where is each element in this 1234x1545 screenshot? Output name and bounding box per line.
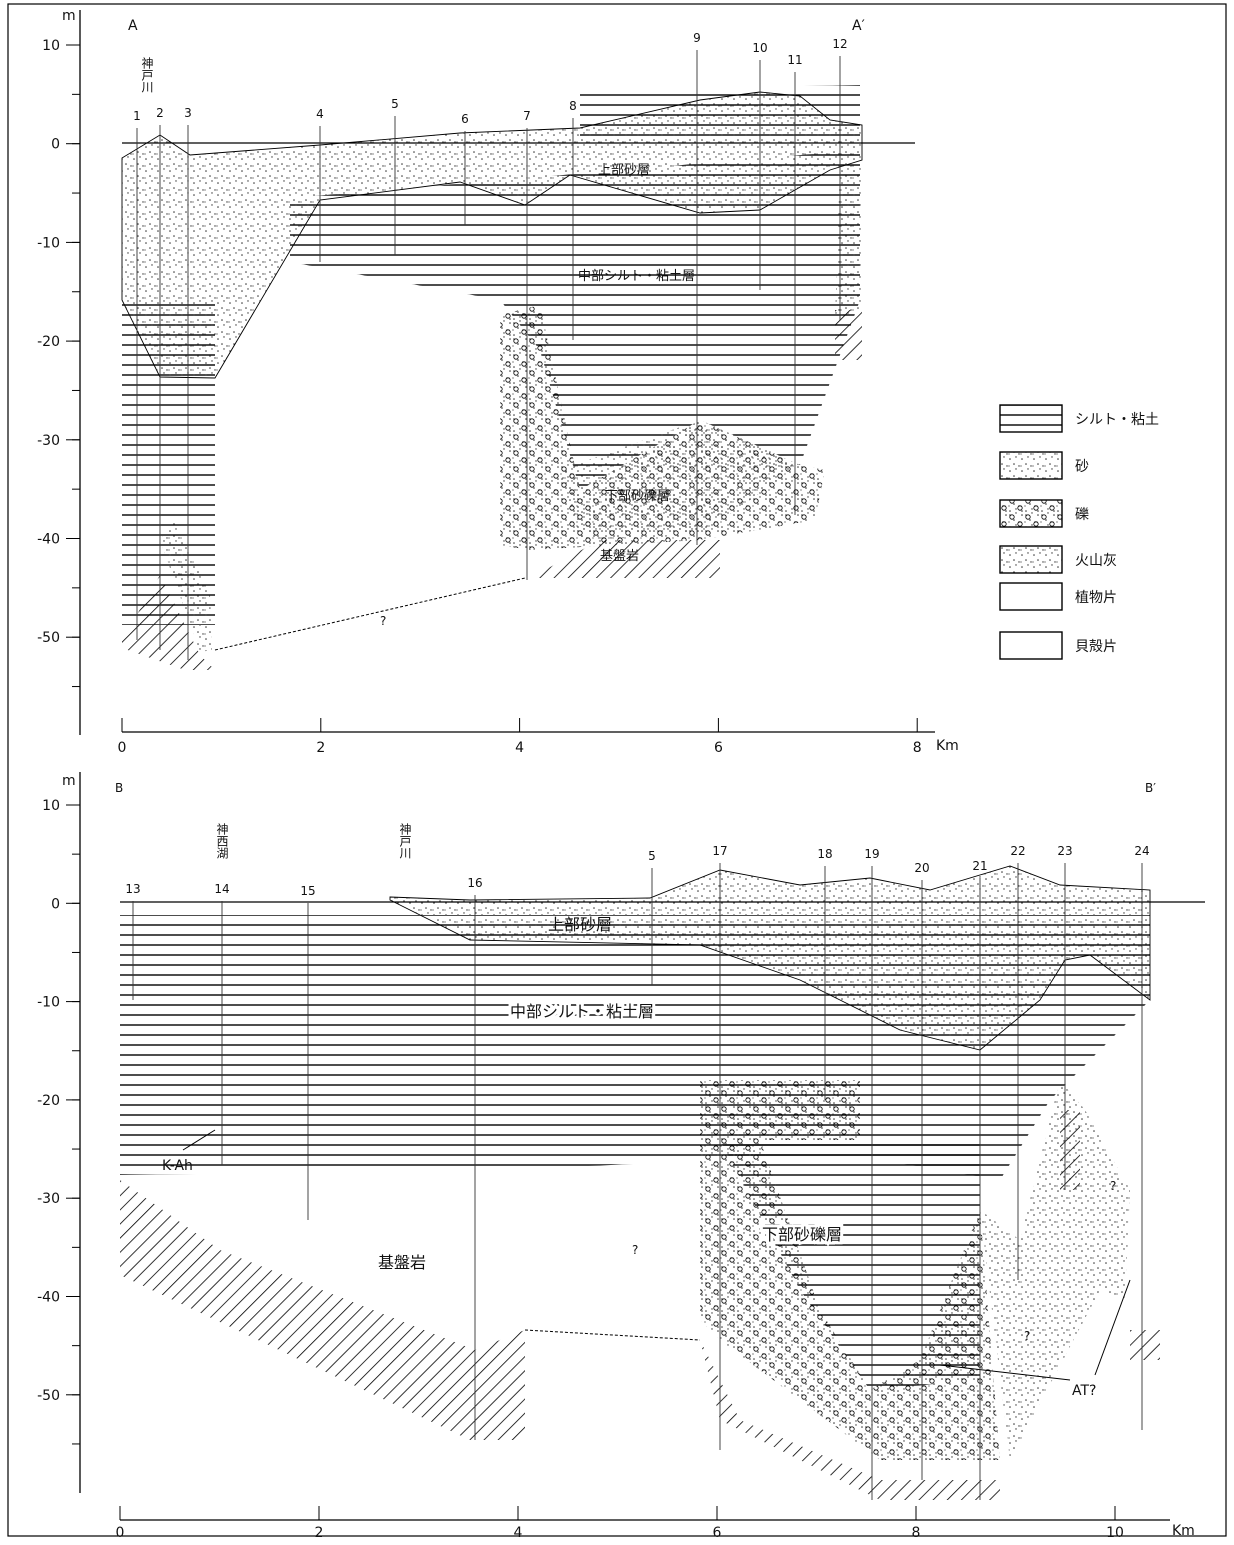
section-a-geology xyxy=(122,85,915,670)
y-tick-label: 10 xyxy=(42,38,60,54)
section-b-geology xyxy=(120,866,1205,1500)
y-tick-label: -50 xyxy=(37,630,60,646)
x-tick-label: 8 xyxy=(912,1525,921,1541)
y-tick-label: 0 xyxy=(51,137,60,153)
layer-label: 基盤岩 xyxy=(378,1253,426,1272)
y-tick-label: -10 xyxy=(37,995,60,1011)
layer-label: 下部砂礫層 xyxy=(605,488,670,504)
x-tick-label: 2 xyxy=(315,1525,324,1541)
y-tick-label: -10 xyxy=(37,235,60,251)
marker-label: K-Ah xyxy=(162,1158,193,1174)
y-unit: m xyxy=(62,8,76,24)
layer-label: 上部砂層 xyxy=(548,915,612,934)
unknown-mark: ? xyxy=(380,614,386,628)
borehole-label: 3 xyxy=(184,106,192,120)
borehole-label: 20 xyxy=(914,861,929,875)
y-tick-label: 0 xyxy=(51,896,60,912)
borehole-label: 17 xyxy=(712,844,727,858)
borehole-label: 13 xyxy=(125,882,140,896)
borehole-label: 5 xyxy=(648,849,656,863)
x-tick-label: 2 xyxy=(316,740,325,756)
legend-label: 砂 xyxy=(1075,459,1089,475)
section-start: B xyxy=(115,781,123,795)
x-tick-label: 6 xyxy=(713,1525,722,1541)
y-tick-label: -40 xyxy=(37,532,60,548)
unknown-mark: ? xyxy=(632,1243,638,1257)
x-unit: Km xyxy=(1172,1523,1195,1539)
legend-swatch xyxy=(1000,546,1062,573)
borehole-label: 16 xyxy=(467,876,482,890)
y-tick-label: -20 xyxy=(37,1093,60,1109)
borehole-label: 2 xyxy=(156,106,164,120)
x-tick-label: 4 xyxy=(515,740,524,756)
legend-label: 火山灰 xyxy=(1075,553,1117,569)
marker-label: AT? xyxy=(1072,1383,1096,1399)
layer-label: 中部シルト・粘土層 xyxy=(510,1002,654,1021)
borehole-label: 8 xyxy=(569,99,577,113)
borehole-label: 14 xyxy=(214,882,229,896)
y-tick-label: -50 xyxy=(37,1388,60,1404)
borehole-label: 24 xyxy=(1134,844,1149,858)
legend-swatch xyxy=(1000,452,1062,479)
borehole-label: 5 xyxy=(391,97,399,111)
section-start: A xyxy=(128,18,138,34)
legend-label: シルト・粘土 xyxy=(1075,412,1159,428)
y-tick-label: -30 xyxy=(37,433,60,449)
x-tick-label: 0 xyxy=(116,1525,125,1541)
place-label: 神戸川 xyxy=(398,823,412,859)
borehole-label: 22 xyxy=(1010,844,1025,858)
legend-swatch xyxy=(1000,405,1062,432)
x-tick-label: 0 xyxy=(118,740,127,756)
borehole-label: 18 xyxy=(817,847,832,861)
legend-swatch xyxy=(1000,632,1062,659)
section-end: A′ xyxy=(852,18,865,34)
legend-swatch xyxy=(1000,583,1062,610)
unknown-mark: ? xyxy=(1024,1329,1030,1343)
x-tick-label: 6 xyxy=(714,740,723,756)
borehole-label: 23 xyxy=(1057,844,1072,858)
legend-label: 礫 xyxy=(1075,507,1089,523)
layer-label: 下部砂礫層 xyxy=(762,1225,842,1244)
x-tick-label: 10 xyxy=(1106,1525,1124,1541)
borehole-label: 19 xyxy=(864,847,879,861)
borehole-label: 4 xyxy=(316,107,324,121)
borehole-label: 1 xyxy=(133,109,141,123)
layer-label: 基盤岩 xyxy=(600,549,639,564)
y-tick-label: -30 xyxy=(37,1191,60,1207)
layer-label: 上部砂層 xyxy=(598,163,650,178)
y-tick-label: -40 xyxy=(37,1290,60,1306)
legend-label: 貝殻片 xyxy=(1075,639,1117,655)
borehole-label: 6 xyxy=(461,112,469,126)
borehole-label: 11 xyxy=(787,53,802,67)
place-label: 神戸川 xyxy=(140,57,154,93)
y-tick-label: 10 xyxy=(42,798,60,814)
x-tick-label: 4 xyxy=(514,1525,523,1541)
cross-section-figure: m Km A A′ m Km B B′ 神戸川 神西湖 神戸川 上部砂層 中部シ… xyxy=(0,0,1234,1541)
y-tick-label: -20 xyxy=(37,334,60,350)
unknown-mark: ? xyxy=(1110,1179,1116,1193)
y-unit: m xyxy=(62,773,76,789)
x-tick-label: 8 xyxy=(913,740,922,756)
layer-label: 中部シルト・粘土層 xyxy=(578,269,695,284)
borehole-label: 9 xyxy=(693,31,701,45)
legend-swatch xyxy=(1000,500,1062,527)
place-label: 神西湖 xyxy=(215,823,229,859)
borehole-label: 21 xyxy=(972,859,987,873)
borehole-label: 15 xyxy=(300,884,315,898)
borehole-label: 10 xyxy=(752,41,767,55)
section-end: B′ xyxy=(1145,781,1156,795)
x-unit: Km xyxy=(936,738,959,754)
borehole-label: 12 xyxy=(832,37,847,51)
legend-label: 植物片 xyxy=(1075,590,1117,606)
borehole-label: 7 xyxy=(523,109,531,123)
